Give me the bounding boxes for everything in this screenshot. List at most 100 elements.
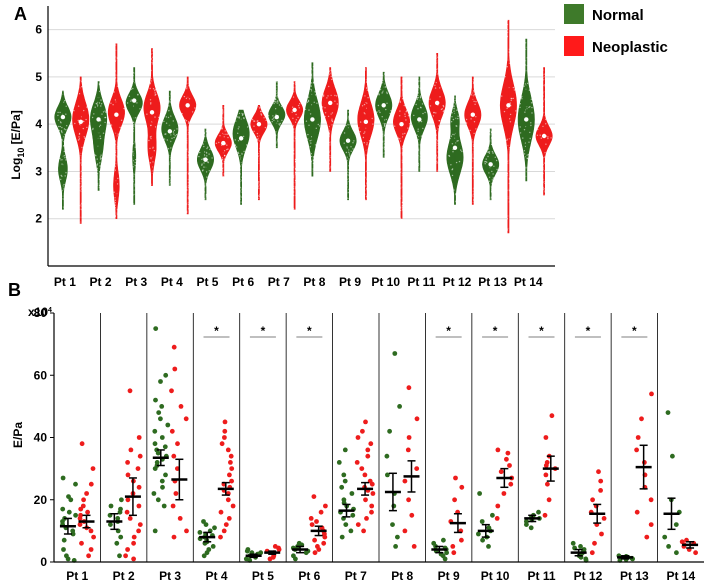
violin-speckle	[506, 107, 508, 110]
violin-speckle	[401, 136, 404, 138]
scatter-point-neoplastic	[125, 472, 131, 478]
violin-speckle	[378, 94, 380, 96]
scatter-point-neoplastic	[596, 469, 601, 475]
violin-pt1-neoplastic	[72, 76, 90, 224]
violin-speckle	[211, 157, 213, 159]
scatter-point-normal	[342, 447, 348, 453]
scatter-point-neoplastic	[218, 534, 223, 540]
violin-speckle	[223, 136, 225, 138]
violin-pt3-neoplastic	[143, 48, 161, 186]
violin-speckle	[491, 179, 493, 181]
scatter-point-normal	[666, 544, 671, 549]
violin-speckle	[238, 116, 240, 118]
violin-speckle	[537, 128, 539, 131]
violin-pt13-normal	[482, 128, 500, 201]
scatter-point-neoplastic	[459, 484, 465, 490]
scatter-point-normal	[476, 531, 481, 537]
violin-speckle	[485, 158, 487, 160]
violin-speckle	[429, 98, 431, 100]
scatter-point-neoplastic	[642, 460, 647, 465]
scatter-point-neoplastic	[230, 503, 236, 509]
mean-sem-normal	[663, 497, 680, 531]
violin-speckle	[63, 183, 65, 186]
violin-speckle	[366, 144, 368, 146]
scatter-point-neoplastic	[501, 491, 507, 496]
violin-speckle	[451, 112, 453, 114]
scatter-point-normal	[206, 547, 212, 552]
patient-dividers	[100, 313, 658, 562]
violin-speckle	[128, 95, 131, 98]
violin-speckle	[330, 75, 332, 78]
scatter-point-neoplastic	[452, 497, 457, 503]
violin-speckle	[364, 113, 366, 115]
violin-speckle	[455, 161, 458, 164]
violin-speckle	[81, 146, 83, 149]
scatter-point-normal	[158, 416, 163, 422]
violin-speckle	[96, 158, 98, 160]
violin-speckle	[452, 151, 454, 153]
significance-star: *	[446, 324, 451, 338]
violin-speckle	[114, 202, 117, 204]
scatter-point-normal	[156, 410, 162, 415]
scatter-point-normal	[486, 525, 492, 531]
violin-speckle	[201, 158, 203, 161]
violin-speckle	[470, 118, 472, 120]
violin-speckle	[203, 145, 205, 148]
violin-speckle	[381, 82, 384, 84]
violin-pt5-neoplastic	[214, 105, 232, 177]
violin-gridlines	[48, 29, 555, 220]
violin-speckle	[130, 100, 132, 103]
violin-speckle	[309, 140, 311, 142]
violin-speckle	[328, 85, 330, 88]
violin-speckle	[363, 142, 365, 144]
violin-speckle	[385, 108, 387, 111]
scatter-point-neoplastic	[323, 503, 328, 509]
violin-speckle	[331, 124, 333, 126]
violin-speckle	[94, 106, 96, 108]
violin-speckle	[371, 117, 373, 120]
violin-speckle	[457, 115, 459, 117]
violin-speckle	[64, 175, 66, 177]
scatter-point-normal	[343, 522, 349, 527]
violin-speckle	[100, 99, 102, 101]
scatter-point-normal	[674, 550, 679, 556]
violin-speckle	[91, 116, 94, 119]
violin-speckle	[226, 148, 228, 151]
violin-speckle	[343, 142, 345, 144]
violin-speckle	[352, 142, 354, 144]
violin-speckle	[304, 108, 307, 111]
violin-median	[292, 107, 297, 113]
violin-median	[238, 136, 244, 141]
violin-speckle	[58, 129, 60, 132]
scatter-point-neoplastic	[125, 497, 131, 503]
scatter-point-neoplastic	[169, 388, 174, 394]
violin-speckle	[294, 121, 297, 123]
violin-speckle	[185, 97, 188, 100]
mean-sem-neoplastic	[403, 460, 420, 493]
mean-sem-neoplastic	[78, 514, 95, 529]
violin-speckle	[513, 89, 516, 91]
violin-speckle	[327, 95, 329, 97]
scatter-x-tick-label: Pt 14	[666, 569, 695, 583]
scatter-point-neoplastic	[318, 509, 324, 515]
violin-speckle	[330, 94, 332, 97]
violin-speckle	[415, 103, 417, 106]
violin-axes: 2 3 4 5 6 Pt 1 Pt 2 Pt 3 Pt 4 Pt 5 Pt 6 Pt 7 Pt 8 Pt …	[35, 6, 555, 289]
scatter-point-neoplastic	[177, 516, 183, 521]
scatter-point-neoplastic	[229, 466, 235, 471]
scatter-point-normal	[390, 522, 395, 527]
violin-speckle	[86, 126, 88, 129]
violin-median	[363, 119, 369, 125]
violin-speckle	[154, 94, 156, 96]
scatter-point-normal	[154, 460, 160, 465]
violin-pt6-neoplastic	[250, 105, 268, 201]
scatter-point-neoplastic	[363, 419, 368, 425]
scatter-x-tick-label: Pt 13	[620, 569, 649, 583]
violin-y-tick-label: 4	[35, 117, 42, 131]
violin-speckle	[386, 92, 388, 95]
violin-speckle	[523, 153, 526, 155]
violin-speckle	[473, 121, 476, 123]
violin-speckle	[511, 97, 513, 100]
violin-speckle	[104, 116, 107, 119]
